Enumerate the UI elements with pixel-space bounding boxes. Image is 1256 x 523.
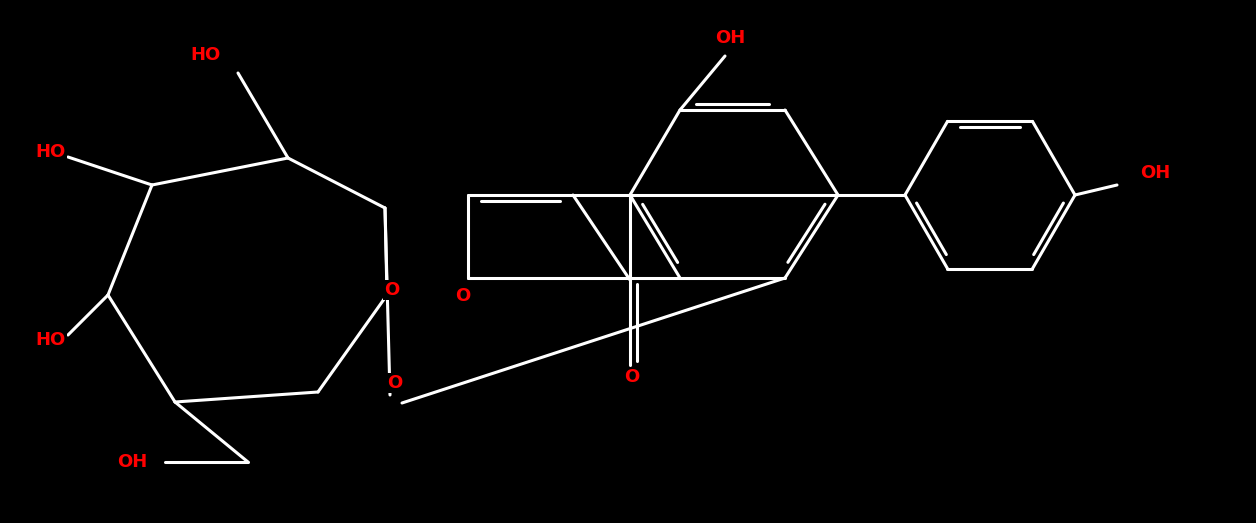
Text: OH: OH xyxy=(715,29,745,47)
Text: O: O xyxy=(384,281,399,299)
Text: HO: HO xyxy=(35,331,65,349)
Text: O: O xyxy=(456,287,471,305)
Text: O: O xyxy=(624,368,639,386)
Text: OH: OH xyxy=(1140,164,1171,182)
Text: O: O xyxy=(387,374,403,392)
Text: HO: HO xyxy=(35,143,65,161)
Text: OH: OH xyxy=(117,453,147,471)
Text: HO: HO xyxy=(191,46,221,64)
